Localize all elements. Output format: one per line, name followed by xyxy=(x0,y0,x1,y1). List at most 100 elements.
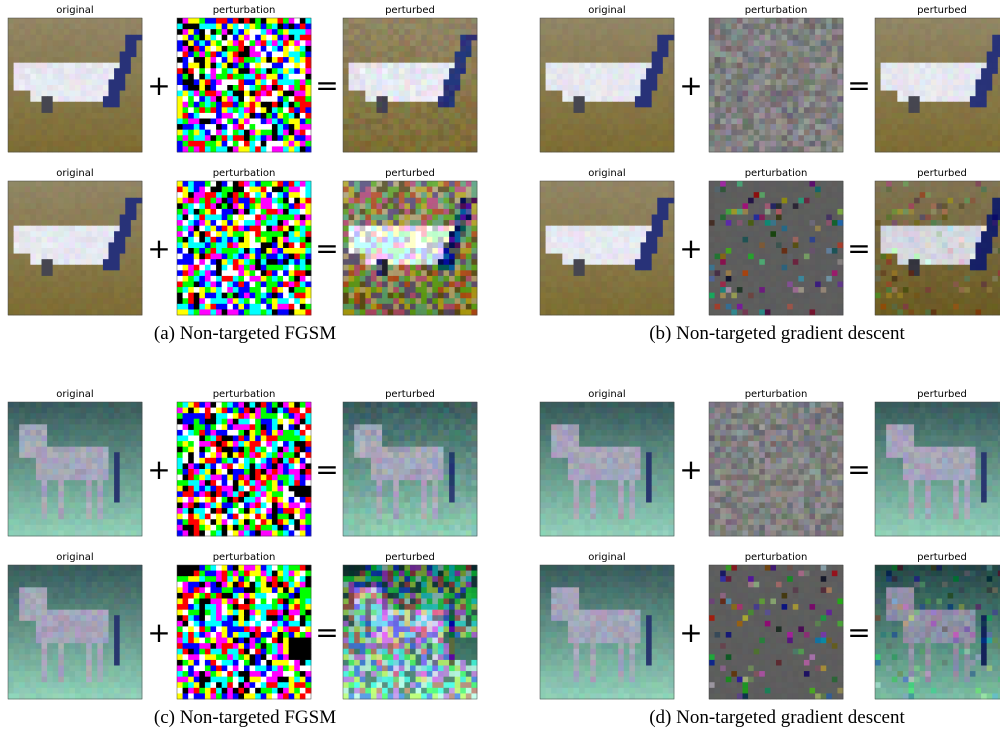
pixel xyxy=(35,192,42,199)
pixel xyxy=(449,107,456,114)
pixel xyxy=(8,303,14,310)
pixel xyxy=(393,90,400,97)
pixel xyxy=(249,181,256,187)
pixel xyxy=(249,79,256,86)
pixel xyxy=(119,29,126,36)
pixel xyxy=(119,298,126,305)
pixel xyxy=(102,242,109,249)
pixel xyxy=(255,18,262,24)
pixel xyxy=(47,96,54,103)
pixel xyxy=(736,146,743,153)
pixel xyxy=(216,140,223,147)
pixel xyxy=(540,34,546,41)
pixel xyxy=(125,275,132,282)
pixel xyxy=(294,62,301,69)
pixel xyxy=(119,140,126,147)
pixel xyxy=(662,107,669,114)
pixel xyxy=(607,45,613,52)
pixel xyxy=(199,186,206,193)
pixel xyxy=(753,34,760,41)
pixel xyxy=(119,51,126,58)
pixel xyxy=(607,73,613,80)
pixel xyxy=(288,192,295,199)
pixel xyxy=(260,303,267,310)
pixel xyxy=(443,292,450,299)
pixel xyxy=(80,309,87,316)
pixel xyxy=(634,124,641,131)
pixel xyxy=(376,197,383,204)
pixel xyxy=(404,253,411,260)
pixel xyxy=(590,140,597,147)
pixel xyxy=(299,68,306,75)
pixel xyxy=(612,107,619,114)
pixel xyxy=(465,129,472,136)
pixel xyxy=(545,107,552,114)
pixel xyxy=(815,101,822,108)
pixel xyxy=(260,23,267,30)
pixel xyxy=(595,73,602,80)
pixel xyxy=(188,51,195,58)
pixel xyxy=(182,29,189,36)
pixel xyxy=(437,18,444,24)
pixel xyxy=(255,225,262,232)
pixel xyxy=(305,51,312,58)
pixel xyxy=(277,259,284,266)
pixel xyxy=(19,79,26,86)
pixel xyxy=(52,270,59,277)
pixel xyxy=(35,62,42,69)
pixel xyxy=(748,40,755,47)
pixel xyxy=(831,51,838,58)
pixel xyxy=(24,264,31,271)
pixel xyxy=(177,23,183,30)
pixel xyxy=(69,208,76,215)
pixel xyxy=(102,192,109,199)
pixel xyxy=(731,57,738,64)
pixel xyxy=(709,140,715,147)
pixel xyxy=(449,197,456,204)
pixel xyxy=(465,248,472,254)
pixel xyxy=(108,90,115,97)
pixel xyxy=(725,124,732,131)
pixel xyxy=(19,45,26,52)
pixel xyxy=(199,118,206,125)
pixel xyxy=(914,45,921,52)
pixel xyxy=(359,248,366,254)
pixel xyxy=(41,287,48,294)
pixel xyxy=(662,57,669,64)
pixel xyxy=(465,214,472,221)
pixel xyxy=(232,231,239,238)
pixel xyxy=(86,146,93,153)
pixel xyxy=(421,242,428,249)
pixel xyxy=(130,140,137,147)
pixel xyxy=(348,275,355,282)
pixel xyxy=(629,118,636,125)
pixel xyxy=(216,186,223,193)
pixel xyxy=(359,40,366,47)
pixel xyxy=(421,129,428,136)
pixel xyxy=(875,85,881,91)
pixel xyxy=(460,270,467,277)
pixel xyxy=(662,45,669,52)
pixel xyxy=(969,29,976,36)
pixel xyxy=(63,225,70,232)
pixel xyxy=(370,197,377,204)
pixel xyxy=(216,287,223,294)
pixel xyxy=(238,112,245,119)
pixel xyxy=(393,51,400,58)
pixel xyxy=(618,51,625,58)
pixel xyxy=(387,214,394,221)
pixel xyxy=(354,68,361,75)
pixel xyxy=(365,68,372,75)
pixel xyxy=(725,118,732,125)
pixel xyxy=(736,62,743,69)
pixel xyxy=(404,129,411,136)
pixel xyxy=(188,79,195,86)
pixel xyxy=(199,192,206,199)
pixel xyxy=(255,85,262,91)
pixel xyxy=(651,23,658,30)
pixel xyxy=(288,45,295,52)
pixel xyxy=(376,112,383,119)
pixel xyxy=(102,29,109,36)
pixel xyxy=(119,236,126,243)
pixel xyxy=(365,40,372,47)
